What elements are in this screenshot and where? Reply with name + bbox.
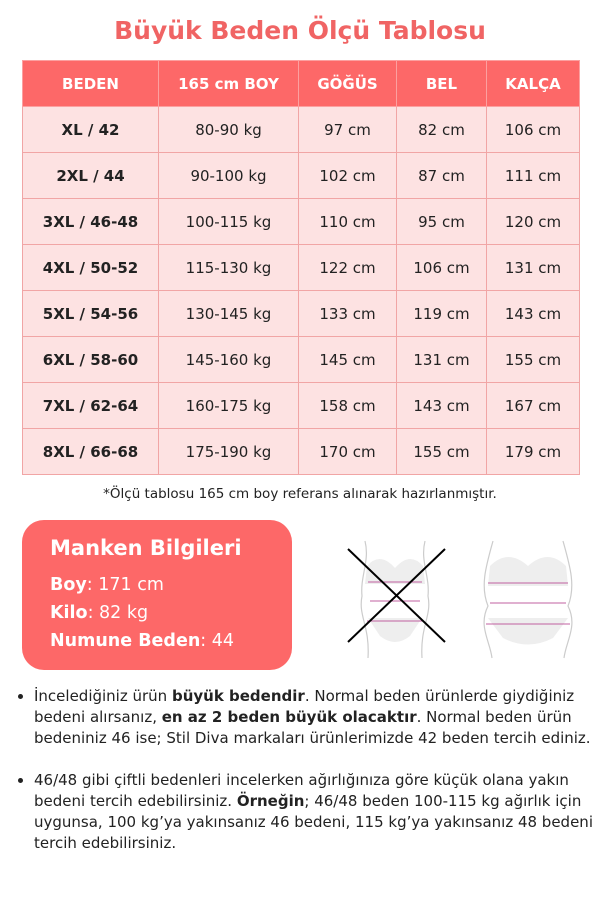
table-cell: 175-190 kg xyxy=(158,428,299,475)
table-row: 2XL / 44 90-100 kg 102 cm 87 cm 111 cm xyxy=(22,152,580,199)
table-row: XL / 42 80-90 kg 97 cm 82 cm 106 cm xyxy=(22,106,580,153)
correct-body-shape-icon xyxy=(483,540,573,659)
page-title: Büyük Beden Ölçü Tablosu xyxy=(114,16,486,45)
table-cell: 115-130 kg xyxy=(158,244,299,291)
table-cell: 158 cm xyxy=(298,382,397,429)
info-bullets: İncelediğiniz ürün büyük bedendir. Norma… xyxy=(14,686,600,875)
size-cell: 4XL / 50-52 xyxy=(22,244,159,291)
table-cell: 122 cm xyxy=(298,244,397,291)
table-header-row: BEDEN 165 cm BOY GÖĞÜS BEL KALÇA xyxy=(22,60,580,107)
table-cell: 106 cm xyxy=(396,244,487,291)
text: 46/48 gibi çiftli bedenleri incelerken a… xyxy=(34,771,569,810)
value: : 44 xyxy=(200,631,235,651)
table-cell: 160-175 kg xyxy=(158,382,299,429)
bullet-item: İncelediğiniz ürün büyük bedendir. Norma… xyxy=(34,686,600,749)
table-cell: 130-145 kg xyxy=(158,290,299,337)
table-cell: 95 cm xyxy=(396,198,487,245)
model-height: Boy: 171 cm xyxy=(50,575,164,595)
table-cell: 155 cm xyxy=(486,336,580,383)
bullet-item: 46/48 gibi çiftli bedenleri incelerken a… xyxy=(34,770,600,854)
table-cell: 102 cm xyxy=(298,152,397,199)
bold-text: en az 2 beden büyük olacaktır xyxy=(161,708,417,726)
value: : 171 cm xyxy=(86,575,164,595)
table-cell: 155 cm xyxy=(396,428,487,475)
table-cell: 80-90 kg xyxy=(158,106,299,153)
table-cell: 119 cm xyxy=(396,290,487,337)
table-cell: 143 cm xyxy=(396,382,487,429)
table-row: 8XL / 66-68 175-190 kg 170 cm 155 cm 179 cm xyxy=(22,428,580,475)
table-row: 3XL / 46-48 100-115 kg 110 cm 95 cm 120 cm xyxy=(22,198,580,245)
column-header: 165 cm BOY xyxy=(158,60,299,107)
size-cell: XL / 42 xyxy=(22,106,159,153)
text: . Normal beden ürünlerde giydiğiniz bede… xyxy=(34,687,575,726)
text: İncelediğiniz ürün xyxy=(34,687,172,705)
size-cell: 6XL / 58-60 xyxy=(22,336,159,383)
table-cell: 120 cm xyxy=(486,198,580,245)
table-cell: 131 cm xyxy=(396,336,487,383)
column-header: BEL xyxy=(396,60,487,107)
bold-text: Örneğin xyxy=(236,792,305,810)
table-cell: 145 cm xyxy=(298,336,397,383)
model-sample-size: Numune Beden: 44 xyxy=(50,631,234,651)
size-cell: 8XL / 66-68 xyxy=(22,428,159,475)
table-cell: 90-100 kg xyxy=(158,152,299,199)
table-cell: 100-115 kg xyxy=(158,198,299,245)
wrong-body-shape-icon xyxy=(347,540,446,659)
column-header: KALÇA xyxy=(486,60,580,107)
text: . Normal beden ürün bedeniniz 46 ise; St… xyxy=(34,708,591,747)
table-cell: 133 cm xyxy=(298,290,397,337)
model-weight: Kilo: 82 kg xyxy=(50,603,148,623)
table-cell: 179 cm xyxy=(486,428,580,475)
size-cell: 3XL / 46-48 xyxy=(22,198,159,245)
table-row: 5XL / 54-56 130-145 kg 133 cm 119 cm 143 cm xyxy=(22,290,580,337)
table-cell: 110 cm xyxy=(298,198,397,245)
table-cell: 145-160 kg xyxy=(158,336,299,383)
table-cell: 167 cm xyxy=(486,382,580,429)
table-row: 4XL / 50-52 115-130 kg 122 cm 106 cm 131 cm xyxy=(22,244,580,291)
table-cell: 97 cm xyxy=(298,106,397,153)
value: : 82 kg xyxy=(87,603,149,623)
table-cell: 106 cm xyxy=(486,106,580,153)
size-chart-table: BEDEN 165 cm BOY GÖĞÜS BEL KALÇA XL / 42 80-9… xyxy=(22,60,580,475)
column-header: BEDEN xyxy=(22,60,159,107)
table-cell: 82 cm xyxy=(396,106,487,153)
size-cell: 2XL / 44 xyxy=(22,152,159,199)
table-cell: 170 cm xyxy=(298,428,397,475)
table-cell: 87 cm xyxy=(396,152,487,199)
text: ; 46/48 beden 100-115 kg ağırlık için uy… xyxy=(34,792,593,852)
table-row: 6XL / 58-60 145-160 kg 145 cm 131 cm 155 cm xyxy=(22,336,580,383)
label: Numune Beden xyxy=(50,631,201,651)
column-header: GÖĞÜS xyxy=(298,60,397,107)
table-footnote: *Ölçü tablosu 165 cm boy referans alınar… xyxy=(103,486,497,502)
bold-text: büyük bedendir xyxy=(171,687,305,705)
table-cell: 143 cm xyxy=(486,290,580,337)
label: Boy xyxy=(50,575,87,595)
table-cell: 111 cm xyxy=(486,152,580,199)
size-cell: 5XL / 54-56 xyxy=(22,290,159,337)
model-info-card: Manken Bilgileri Boy: 171 cm Kilo: 82 kg… xyxy=(22,520,292,670)
table-row: 7XL / 62-64 160-175 kg 158 cm 143 cm 167 cm xyxy=(22,382,580,429)
model-info-title: Manken Bilgileri xyxy=(50,536,242,560)
label: Kilo xyxy=(50,603,88,623)
table-cell: 131 cm xyxy=(486,244,580,291)
size-cell: 7XL / 62-64 xyxy=(22,382,159,429)
